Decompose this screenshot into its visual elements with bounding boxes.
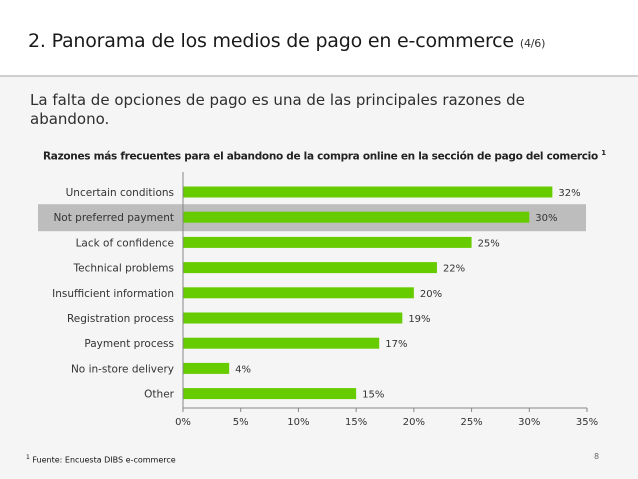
- data-label: 22%: [443, 264, 465, 275]
- bar: [183, 312, 403, 324]
- chart-title-text: Razones más frecuentes para el abandono …: [43, 150, 598, 163]
- data-label: 4%: [235, 364, 251, 375]
- bar: [183, 186, 553, 198]
- x-tick-label: 15%: [345, 417, 367, 428]
- slide-title-text: 2. Panorama de los medios de pago en e-c…: [28, 30, 514, 52]
- slide-content: La falta de opciones de pago es una de l…: [0, 77, 638, 479]
- x-tick-label: 25%: [460, 417, 482, 428]
- data-label: 20%: [420, 289, 442, 300]
- bar: [183, 388, 357, 400]
- category-label: Other: [144, 389, 174, 401]
- data-label: 15%: [362, 390, 384, 401]
- chart-title-marker: 1: [601, 149, 606, 157]
- category-label: Technical problems: [73, 263, 174, 275]
- category-label: Payment process: [84, 338, 174, 350]
- bar: [183, 236, 472, 248]
- bar: [183, 211, 530, 223]
- slide-title: 2. Panorama de los medios de pago en e-c…: [28, 30, 545, 52]
- bar: [183, 287, 414, 299]
- x-tick-label: 35%: [576, 417, 598, 428]
- data-label: 17%: [385, 339, 407, 350]
- page-indicator: (4/6): [519, 37, 546, 50]
- footnote-text: Fuente: Encuesta DIBS e-commerce: [32, 455, 176, 465]
- data-label: 25%: [478, 238, 500, 249]
- bar: [183, 262, 437, 274]
- category-label: Uncertain conditions: [66, 187, 174, 199]
- footnote: 1 Fuente: Encuesta DIBS e-commerce: [26, 454, 176, 465]
- x-tick-label: 5%: [233, 417, 249, 428]
- x-tick-label: 30%: [518, 417, 540, 428]
- chart-title: Razones más frecuentes para el abandono …: [43, 149, 606, 163]
- x-tick-label: 0%: [175, 417, 191, 428]
- category-label: Registration process: [67, 313, 174, 325]
- bar-chart: Uncertain conditions 32% Not preferred pay…: [38, 172, 598, 428]
- data-label: 30%: [535, 213, 557, 224]
- category-label: No in-store delivery: [71, 363, 174, 375]
- data-label: 19%: [408, 314, 430, 325]
- category-label: Not preferred payment: [53, 212, 174, 224]
- bar: [183, 337, 380, 349]
- data-label: 32%: [558, 188, 580, 199]
- x-tick-label: 20%: [403, 417, 425, 428]
- slide-subtitle: La falta de opciones de pago es una de l…: [30, 91, 525, 128]
- x-tick-label: 10%: [287, 417, 309, 428]
- category-label: Insufficient information: [52, 288, 174, 300]
- bar: [183, 362, 230, 374]
- footnote-marker: 1: [26, 454, 30, 461]
- page-number: 8: [594, 452, 600, 461]
- header-divider: [0, 75, 638, 77]
- slide-header: 2. Panorama de los medios de pago en e-c…: [0, 0, 638, 75]
- category-label: Lack of confidence: [76, 237, 174, 249]
